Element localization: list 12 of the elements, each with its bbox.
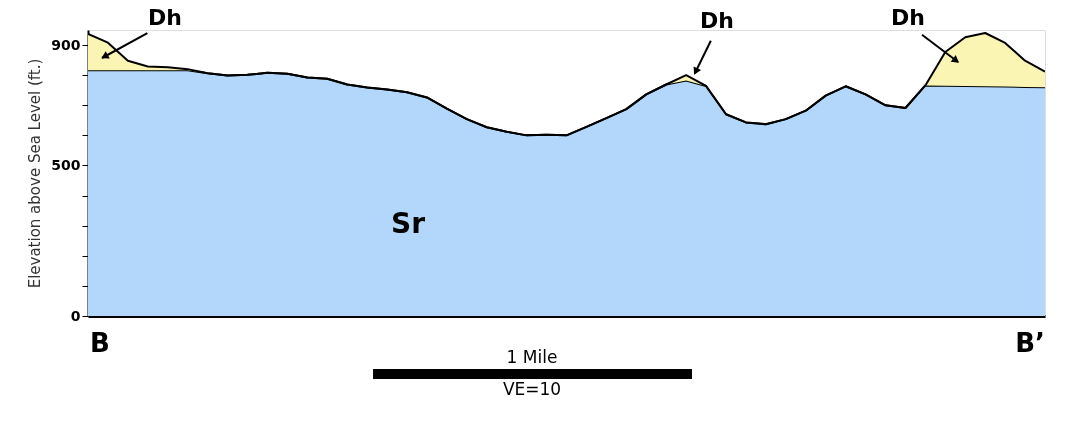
text: Dh xyxy=(148,5,182,30)
y-tick-label: 0 xyxy=(70,307,81,324)
annotation: Dh xyxy=(700,8,734,33)
y-tick-label: 500 xyxy=(51,156,81,173)
series-label: Sr xyxy=(391,207,426,240)
y-tick-label: 900 xyxy=(51,36,81,53)
text: VE=10 xyxy=(502,379,562,399)
text: B xyxy=(90,328,110,358)
text: 1 Mile xyxy=(506,347,558,367)
text: Dh xyxy=(891,5,925,30)
text: B’ xyxy=(1015,328,1045,358)
y-axis-title: Elevation above Sea Level (ft.) xyxy=(26,58,45,289)
